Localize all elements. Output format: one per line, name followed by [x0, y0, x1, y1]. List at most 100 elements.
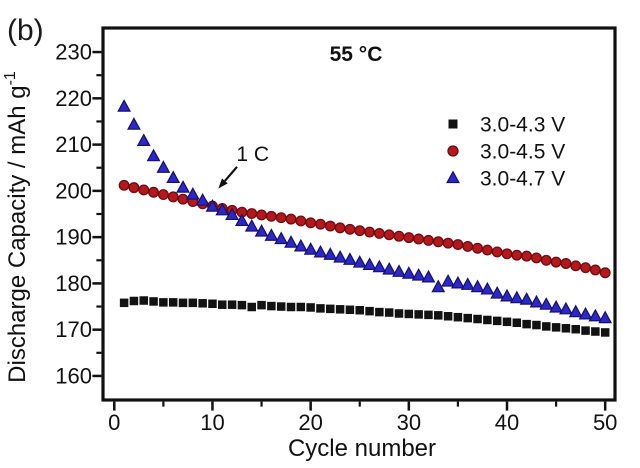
data-point-circle [599, 267, 611, 279]
data-point-square [257, 300, 266, 310]
data-point-triangle [539, 297, 554, 310]
y-tick-label: 220 [55, 86, 92, 111]
y-tick-label: 210 [55, 132, 92, 157]
data-point-circle [413, 233, 425, 245]
data-point-triangle [500, 288, 514, 302]
data-point-triangle [568, 304, 583, 318]
data-point-circle [589, 264, 601, 276]
data-point-circle [167, 191, 179, 203]
data-point-circle [148, 186, 160, 198]
annotation-text: 1 C [236, 143, 269, 166]
data-point-circle [393, 230, 405, 242]
data-point-triangle [313, 244, 328, 258]
data-point-triangle [470, 279, 485, 293]
data-point-circle [481, 244, 493, 256]
data-point-triangle [303, 242, 318, 255]
data-point-triangle [215, 202, 230, 216]
data-point-triangle [146, 148, 161, 162]
data-point-square [375, 307, 384, 317]
data-point-triangle [372, 259, 387, 273]
data-point-square [168, 298, 178, 307]
data-point-square [296, 302, 306, 312]
data-point-triangle [235, 213, 249, 227]
data-point-square [600, 328, 610, 337]
x-tick-label: 0 [108, 410, 120, 435]
x-tick-label: 10 [200, 410, 224, 435]
y-tick-label: 170 [55, 317, 92, 342]
data-point-square [532, 320, 541, 330]
data-point-circle [511, 249, 523, 261]
data-point-circle [344, 223, 356, 235]
data-point-circle [138, 184, 150, 196]
y-tick-label: 180 [55, 271, 92, 296]
data-point-triangle [166, 170, 181, 184]
data-point-circle [540, 254, 552, 266]
data-point-triangle [284, 235, 298, 248]
data-point-square [581, 326, 590, 335]
data-point-circle [324, 220, 336, 232]
data-point-triangle [451, 275, 465, 289]
plot-frame [101, 26, 617, 402]
data-point-triangle [264, 228, 279, 241]
data-point-square [227, 300, 237, 309]
legend: 3.0-4.3 V 3.0-4.5 V 3.0-4.7 V [446, 114, 565, 191]
data-point-triangle [274, 231, 289, 245]
data-point-square [394, 309, 404, 318]
data-point-triangle [446, 170, 460, 184]
data-point-triangle [519, 292, 534, 305]
data-point-triangle [558, 301, 573, 315]
data-point-square [463, 313, 472, 323]
data-point-circle [295, 215, 307, 227]
data-point-square [129, 296, 139, 306]
data-point-triangle [578, 306, 593, 320]
y-tick-label: 230 [55, 40, 92, 65]
data-point-circle [491, 246, 503, 258]
data-point-circle [285, 213, 297, 225]
data-point-triangle [136, 133, 151, 146]
data-point-square [188, 298, 198, 308]
data-point-square [316, 304, 325, 313]
series-3.0-4.5V [118, 179, 611, 279]
data-point-triangle [195, 193, 210, 206]
data-point-square [247, 302, 256, 312]
data-point-square [139, 296, 148, 305]
data-point-circle [256, 209, 268, 221]
data-point-triangle [431, 279, 446, 293]
panel-label: (b) [7, 14, 44, 47]
data-point-square [512, 318, 522, 327]
data-point-triangle [441, 274, 456, 287]
data-point-square [267, 301, 276, 311]
data-point-circle [521, 250, 533, 262]
y-tick-label: 200 [55, 178, 92, 203]
data-point-triangle [225, 207, 240, 221]
data-point-square [149, 297, 158, 306]
data-point-circle [447, 145, 459, 157]
data-point-square [159, 298, 168, 307]
annotation-arrow-shaft [224, 166, 238, 182]
data-point-triangle [352, 255, 367, 268]
data-point-circle [472, 242, 484, 254]
data-point-circle [275, 212, 287, 224]
data-point-square [198, 299, 207, 308]
data-point-triangle [333, 249, 348, 263]
x-tick-label: 30 [397, 410, 421, 435]
data-point-square [448, 119, 458, 129]
data-point-square [404, 309, 414, 319]
annotation-arrow-head [218, 178, 228, 189]
x-tick-label: 50 [593, 410, 617, 435]
legend-label: 3.0-4.5 V [480, 141, 565, 164]
data-point-square [326, 304, 335, 314]
data-point-circle [246, 208, 258, 219]
legend-label: 3.0-4.3 V [480, 114, 565, 137]
data-point-square [276, 302, 286, 311]
data-point-circle [157, 189, 169, 201]
data-point-circle [501, 248, 513, 260]
chart-title: 55 °C [330, 43, 383, 66]
data-point-triangle [156, 160, 171, 173]
data-point-circle [580, 262, 591, 274]
data-point-square [286, 302, 296, 312]
data-point-triangle [293, 238, 308, 252]
data-point-circle [452, 239, 464, 250]
series-3.0-4.3V [119, 296, 610, 337]
